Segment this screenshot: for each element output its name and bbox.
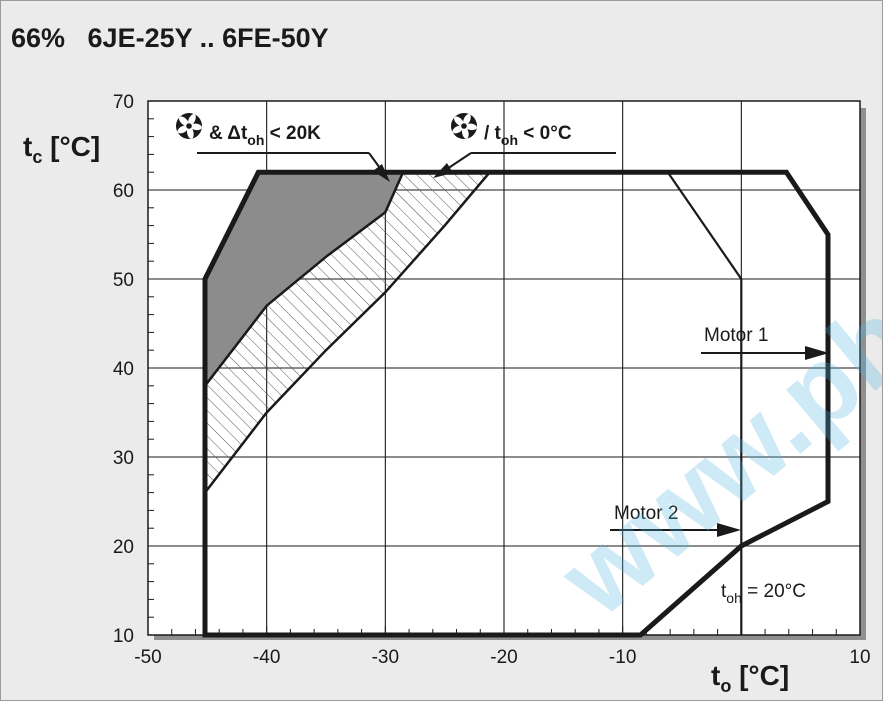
y-tick-label: 50	[113, 270, 134, 291]
hatched-region-label: / toh < 0°C	[484, 123, 572, 148]
region-dark	[205, 172, 404, 386]
x-tick-label: -30	[372, 647, 399, 668]
y-tick-label: 60	[113, 181, 134, 202]
motor-2-label: Motor 2	[614, 503, 678, 524]
hatched-region-arrowhead	[433, 163, 453, 178]
x-tick-label: -50	[134, 647, 161, 668]
tick-labels: -50 -40 -30 -20 -10 10 10 20 30 40 50 60 70	[113, 92, 871, 668]
y-tick-label: 30	[113, 448, 134, 469]
y-axis-title: tc [°C]	[23, 131, 100, 167]
x-axis-title: to [°C]	[711, 660, 789, 696]
plot-border	[147, 100, 861, 636]
x-tick-label: -20	[490, 647, 517, 668]
dark-region-arrowhead	[373, 164, 390, 182]
x-tick-label: 10	[849, 647, 870, 668]
x-tick-label: -10	[609, 647, 636, 668]
motor-1-arrowhead	[805, 346, 829, 360]
motor-1-label: Motor 1	[704, 325, 768, 346]
toh-annotation: toh = 20°C	[721, 581, 806, 606]
region-hatched	[205, 172, 490, 493]
y-tick-label: 40	[113, 359, 134, 380]
dark-region-label: & Δtoh < 20K	[209, 123, 321, 148]
boundary-hatched-line	[204, 171, 491, 494]
y-tick-label: 70	[113, 92, 134, 113]
envelope-outline	[202, 169, 831, 638]
x-tick-label: -40	[253, 647, 280, 668]
fan-icon	[176, 113, 202, 139]
fan-icon	[451, 113, 477, 139]
motor-1-limit-line	[666, 171, 743, 546]
y-tick-label: 20	[113, 537, 134, 558]
hatched-region-pointer-stem	[446, 152, 472, 170]
y-tick-label: 10	[113, 626, 134, 647]
boundary-dark-line	[204, 171, 405, 387]
chart-title: 66% 6JE-25Y .. 6FE-50Y	[11, 23, 329, 53]
motor-2-arrowhead	[717, 523, 741, 537]
